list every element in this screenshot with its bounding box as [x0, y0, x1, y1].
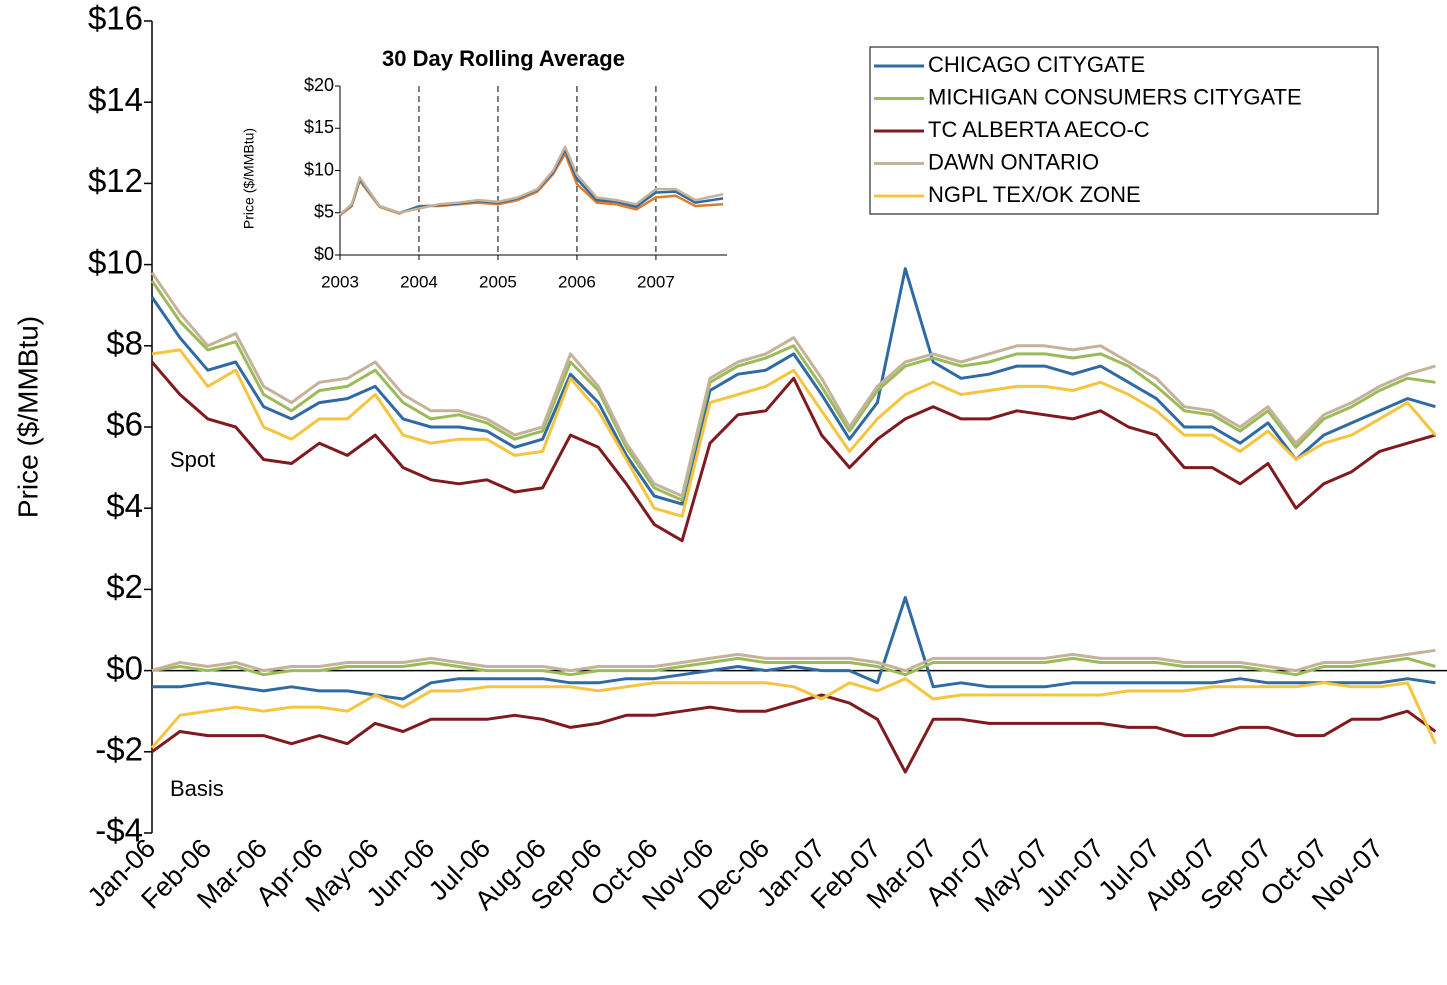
legend-label: MICHIGAN CONSUMERS CITYGATE: [928, 84, 1302, 109]
y-tick-label: $14: [88, 81, 143, 118]
y-tick-label: $20: [304, 75, 334, 95]
series-line: [150, 677, 1437, 749]
legend-label: DAWN ONTARIO: [928, 149, 1099, 174]
series-line: [151, 648, 1436, 673]
y-tick-label: $4: [106, 487, 143, 524]
series-line: [150, 267, 1436, 506]
y-tick-label: -$4: [95, 812, 143, 849]
legend-label: NGPL TEX/OK ZONE: [928, 182, 1141, 207]
x-tick-label: 2006: [558, 272, 596, 291]
y-tick-label: $5: [314, 202, 334, 222]
series-line: [339, 145, 724, 216]
series-line: [152, 596, 1436, 701]
y-tick-label: $8: [106, 325, 143, 362]
x-tick-label: 2004: [400, 272, 438, 291]
annotation: Basis: [170, 776, 224, 801]
series-line: [151, 348, 1437, 518]
y-tick-label: $0: [314, 244, 334, 264]
y-tick-label: $16: [88, 0, 143, 37]
y-axis-label: Price ($/MMBtu): [241, 128, 257, 229]
series-line: [150, 361, 1436, 543]
series-line: [150, 279, 1436, 502]
y-tick-label: $6: [106, 406, 143, 443]
y-tick-label: $10: [304, 159, 334, 179]
y-tick-label: -$2: [95, 731, 143, 768]
x-tick-label: 2007: [637, 272, 675, 291]
y-tick-label: $0: [106, 649, 143, 686]
inset-background: [232, 40, 752, 302]
x-tick-label: 2003: [321, 272, 359, 291]
legend-box: [869, 46, 1379, 215]
legend-label: CHICAGO CITYGATE: [928, 52, 1145, 77]
y-tick-label: $12: [88, 162, 143, 199]
y-tick-label: $15: [304, 117, 334, 137]
y-tick-label: $2: [106, 568, 143, 605]
annotation: Spot: [170, 447, 215, 472]
series-line: [151, 693, 1437, 774]
series-line: [151, 656, 1436, 677]
y-tick-label: $10: [88, 243, 143, 280]
x-tick-label: 2005: [479, 272, 517, 291]
legend-label: TC ALBERTA AECO-C: [928, 117, 1150, 142]
series-line: [150, 271, 1436, 498]
inset-title: 30 Day Rolling Average: [382, 46, 625, 71]
y-axis-label: Price ($/MMBtu): [12, 316, 43, 518]
